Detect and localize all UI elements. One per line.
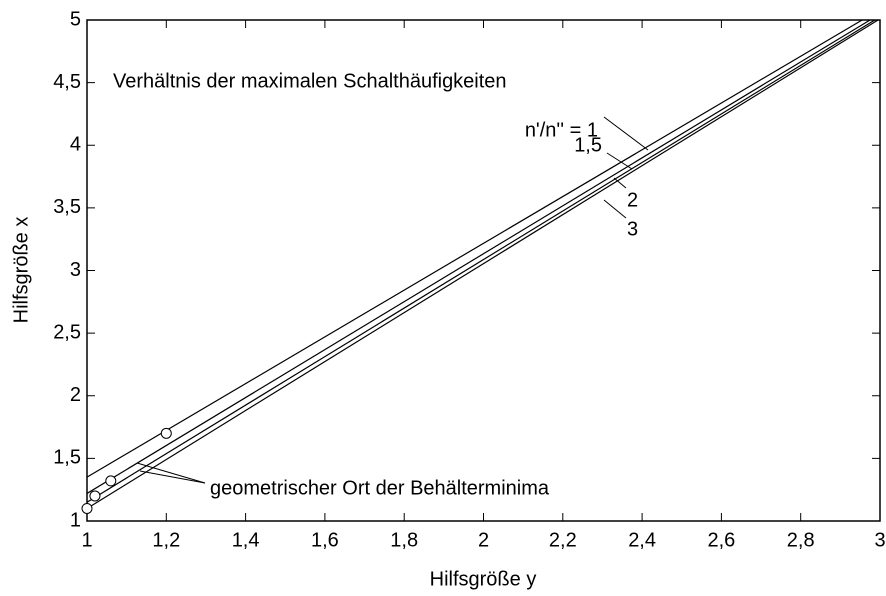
series-line: [86, 19, 879, 509]
series-label: 1,5: [574, 134, 602, 156]
y-tick-label: 1: [70, 509, 81, 531]
series-label: 2: [627, 189, 638, 211]
y-tick-label: 3,5: [53, 196, 81, 218]
minimum-marker: [89, 490, 101, 502]
series-label: 3: [627, 218, 638, 240]
series-line: [86, 19, 876, 503]
minimum-marker: [160, 427, 172, 439]
x-tick-label: 2: [478, 529, 489, 551]
annotation: geometrischer Ort der Behälterminima: [210, 477, 550, 499]
x-tick-label: 2,8: [787, 529, 815, 551]
y-axis-label: Hilfsgröße x: [10, 217, 32, 324]
x-tick-label: 1,2: [152, 529, 180, 551]
x-tick-label: 1,4: [232, 529, 260, 551]
y-tick-label: 2: [70, 384, 81, 406]
x-axis-label: Hilfsgröße y: [430, 568, 537, 590]
x-tick-label: 2,6: [707, 529, 735, 551]
leaders: [136, 116, 649, 484]
plot-frame: [86, 19, 881, 522]
legend-title: Verhältnis der maximalen Schalthäufigkei…: [113, 70, 507, 92]
minimum-marker: [81, 502, 93, 514]
series-label: n'/n'' = 1: [525, 119, 598, 141]
x-tick-label: 1,6: [311, 529, 339, 551]
x-tick-label: 3: [874, 529, 885, 551]
y-tick-label: 1,5: [53, 447, 81, 469]
x-tick-label: 1: [81, 529, 92, 551]
y-tick-label: 4: [70, 134, 81, 156]
y-tick-label: 4,5: [53, 71, 81, 93]
y-tick-label: 5: [70, 8, 81, 30]
minimum-marker: [105, 475, 117, 487]
series-line: [86, 19, 871, 494]
x-tick-label: 2,2: [549, 529, 577, 551]
x-tick-label: 1,8: [390, 529, 418, 551]
y-tick-label: 2,5: [53, 321, 81, 343]
series-line: [86, 19, 863, 478]
y-tick-label: 3: [70, 259, 81, 281]
x-tick-label: 2,4: [628, 529, 656, 551]
